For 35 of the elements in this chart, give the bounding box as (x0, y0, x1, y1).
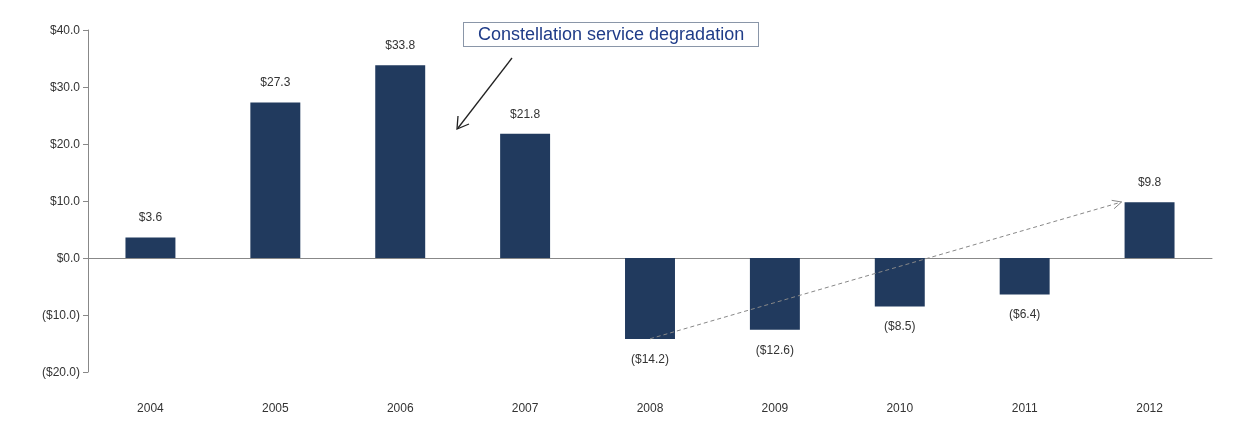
data-label: $27.3 (260, 75, 291, 90)
x-tick-label: 2011 (1011, 401, 1038, 415)
x-tick-label: 2007 (511, 401, 539, 415)
y-tick-label: $20.0 (49, 137, 81, 151)
y-tick-label: $40.0 (49, 23, 81, 37)
bar (250, 102, 301, 258)
x-tick-label: 2012 (1136, 401, 1164, 415)
x-tick-label: 2004 (137, 401, 165, 415)
x-tick-label: 2009 (761, 401, 789, 415)
data-label: $9.8 (1137, 175, 1162, 190)
data-label: ($6.4) (1008, 307, 1041, 322)
y-tick-label: $30.0 (49, 80, 81, 94)
bar (625, 258, 675, 339)
data-label: $3.6 (138, 210, 163, 225)
x-tick-label: 2008 (636, 401, 664, 415)
y-tick-label: $10.0 (49, 194, 81, 208)
y-tick-label: ($20.0) (41, 365, 80, 379)
bar (1124, 202, 1175, 258)
x-tick-label: 2010 (886, 401, 914, 415)
data-label: $33.8 (385, 38, 416, 53)
bar (375, 65, 426, 258)
data-label: ($14.2) (630, 351, 670, 366)
bar (749, 258, 800, 330)
data-label: ($8.5) (884, 319, 916, 334)
bar (125, 237, 176, 258)
y-tick-label: ($10.0) (41, 308, 80, 322)
bar (500, 133, 551, 258)
bar (874, 258, 925, 307)
y-tick-label: $0.0 (56, 251, 81, 265)
data-label: ($12.6) (755, 342, 794, 357)
x-tick-label: 2006 (386, 401, 414, 415)
bar (999, 258, 1050, 295)
annotation: Constellation service degradation (463, 22, 760, 47)
data-label: $21.8 (510, 106, 541, 121)
x-tick-label: 2005 (261, 401, 289, 415)
